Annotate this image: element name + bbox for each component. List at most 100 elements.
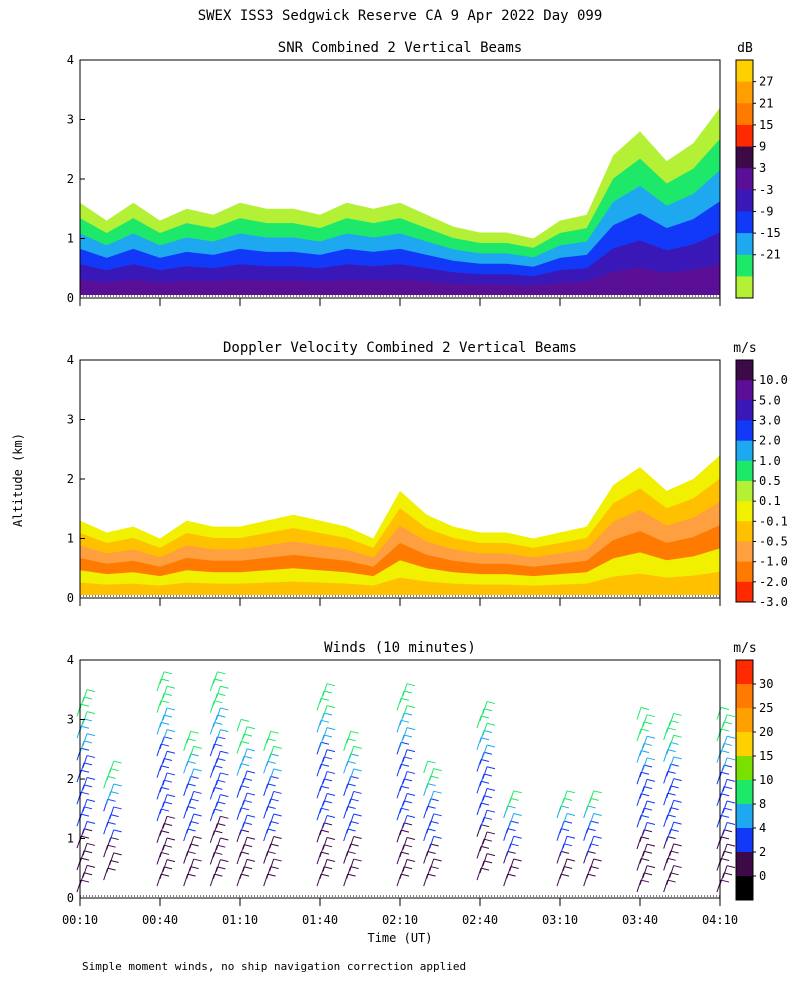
wind-barb-flag	[326, 683, 336, 687]
x-tick-label: 00:10	[62, 913, 98, 927]
colorbar-swatch	[736, 581, 753, 603]
wind-barb-shaft	[209, 765, 215, 778]
wind-barb-flag	[110, 791, 119, 795]
wind-barb-flag	[726, 778, 736, 782]
wind-barb-shaft	[636, 772, 642, 785]
wind-barb-flag	[320, 851, 330, 855]
wind-barb-shaft	[663, 792, 669, 806]
wind-barb-flag	[486, 766, 496, 770]
wind-barb-flag	[320, 697, 330, 701]
wind-barb-flag	[643, 872, 653, 876]
echo-band-4	[80, 548, 720, 595]
wind-barb-flag	[240, 763, 250, 767]
colorbar-label: 0	[759, 869, 766, 883]
colorbar-swatch	[736, 233, 753, 256]
wind-barb-shaft	[636, 793, 642, 806]
wind-barb-flag	[110, 860, 119, 863]
wind-barb-shaft	[636, 879, 642, 893]
panel-0-colorbar	[735, 59, 754, 299]
wind-barb-flag	[480, 845, 490, 849]
wind-barb-flag	[166, 772, 176, 776]
wind-barb-flag	[483, 773, 493, 777]
colorbar-label: 20	[759, 725, 773, 739]
wind-barb-shaft	[316, 764, 322, 777]
y-tick-label: 4	[67, 53, 74, 67]
wind-barb-flag	[593, 790, 602, 794]
wind-barb-flag	[587, 828, 596, 832]
wind-barb-flag	[406, 793, 416, 797]
wind-barb-flag	[590, 820, 599, 824]
wind-barb-shaft	[236, 807, 242, 820]
wind-barb-flag	[220, 859, 229, 863]
wind-barb-flag	[80, 725, 90, 729]
wind-barb-flag	[433, 813, 442, 817]
wind-barb-flag	[267, 851, 276, 855]
wind-barb-shaft	[239, 733, 245, 747]
wind-barb-shaft	[239, 844, 245, 857]
y-tick-label: 3	[67, 113, 74, 127]
wind-barb-shaft	[479, 817, 485, 830]
wind-barb-shaft	[162, 837, 168, 851]
wind-barb-flag	[190, 843, 199, 847]
wind-barb-shaft	[719, 743, 725, 756]
wind-barb-shaft	[722, 843, 728, 857]
wind-barb-flag	[190, 753, 199, 757]
wind-barb-flag	[643, 829, 653, 833]
wind-barb-shaft	[162, 794, 168, 807]
wind-barb-flag	[217, 671, 226, 675]
wind-barb-flag	[483, 816, 493, 820]
wind-barb-flag	[566, 813, 576, 817]
wind-barb-flag	[350, 753, 359, 757]
colorbar-label: -2.0	[759, 575, 788, 589]
colorbar-label: -1.0	[759, 555, 788, 569]
wind-barb-shaft	[396, 808, 402, 821]
echo-band-5	[80, 571, 720, 595]
wind-barb-shaft	[189, 768, 195, 782]
wind-barb-flag	[400, 851, 410, 855]
wind-barb-flag	[220, 772, 229, 776]
wind-barb-shaft	[109, 852, 115, 866]
wind-barb-flag	[214, 721, 223, 725]
colorbar-swatch	[736, 81, 753, 104]
wind-barb-shaft	[479, 752, 485, 765]
wind-barb-flag	[80, 703, 90, 707]
colorbar-label: 10.0	[759, 373, 788, 387]
colorbar-swatch	[736, 732, 753, 757]
wind-barb-flag	[400, 873, 410, 877]
wind-barb-shaft	[399, 844, 405, 857]
wind-barb-flag	[273, 836, 282, 840]
wind-barb-flag	[406, 836, 416, 840]
wind-barb-flag	[220, 794, 229, 798]
colorbar-label: -9	[759, 204, 773, 218]
wind-barb-flag	[720, 793, 730, 797]
wind-barb-flag	[566, 858, 576, 862]
wind-barb-shaft	[476, 737, 482, 750]
wind-barb-flag	[430, 820, 439, 824]
wind-barb-flag	[190, 821, 199, 824]
wind-barb-flag	[323, 822, 333, 826]
wind-barb-shaft	[239, 756, 245, 769]
wind-barb-shaft	[509, 858, 515, 872]
wind-barb-flag	[726, 843, 736, 847]
wind-barb-flag	[214, 830, 223, 834]
wind-barb-flag	[720, 707, 730, 710]
wind-barb-flag	[160, 721, 170, 725]
wind-barb-shaft	[316, 720, 322, 733]
wind-barb-flag	[166, 794, 176, 798]
wind-barb-flag	[480, 780, 490, 784]
wind-barb-flag	[326, 793, 336, 797]
wind-barb-flag	[510, 843, 519, 847]
wind-barb-shaft	[642, 865, 648, 878]
wind-barb-flag	[83, 850, 93, 854]
wind-barb-flag	[107, 775, 116, 779]
wind-barb-flag	[160, 678, 170, 682]
wind-barb-flag	[486, 787, 496, 791]
wind-barb-flag	[193, 858, 202, 862]
wind-barb-flag	[673, 799, 682, 803]
wind-barb-flag	[513, 790, 522, 794]
wind-barb-shaft	[429, 791, 435, 804]
wind-barb-flag	[160, 786, 170, 790]
colorbar-swatch	[736, 876, 753, 901]
wind-barb-shaft	[156, 787, 162, 800]
wind-barb-flag	[400, 719, 410, 723]
